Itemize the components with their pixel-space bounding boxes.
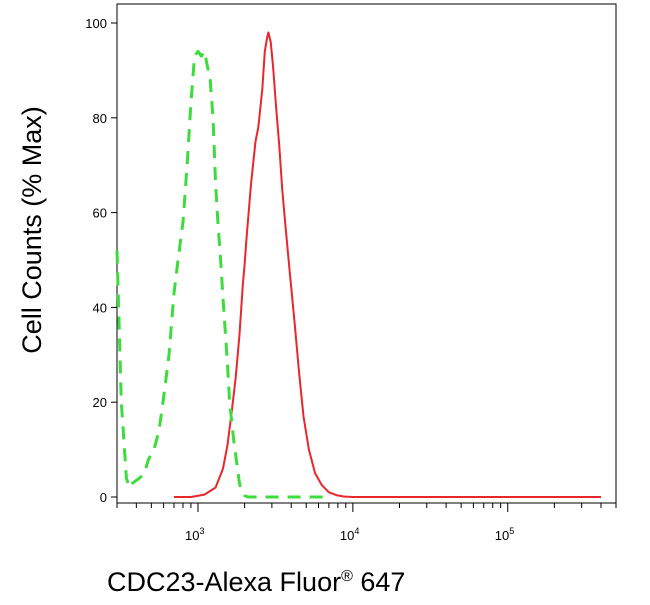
plot-frame xyxy=(116,3,617,504)
y-axis-title: Cell Counts (% Max) xyxy=(17,106,47,354)
y-tick-label: 100 xyxy=(85,16,107,31)
x-axis-title-superscript: ® xyxy=(341,568,353,585)
x-tick-label-base: 10 xyxy=(185,528,199,543)
y-tick-label: 60 xyxy=(93,206,107,221)
x-tick-label-exponent: 4 xyxy=(354,526,359,536)
y-tick-label: 0 xyxy=(100,490,107,505)
x-tick-label-exponent: 5 xyxy=(509,526,514,536)
y-tick-label: 80 xyxy=(93,111,107,126)
dashed-series-line xyxy=(115,49,329,499)
x-axis-title: CDC23-Alexa Fluor® 647 xyxy=(107,567,405,597)
x-tick-label-exponent: 3 xyxy=(199,526,204,536)
x-axis: 103 104 105 xyxy=(116,503,617,543)
series-layer xyxy=(115,31,601,499)
x-axis-title-suffix: 647 xyxy=(353,567,406,597)
x-tick-label: 105 xyxy=(495,526,514,543)
solid-series-line xyxy=(174,31,601,498)
x-tick-label: 103 xyxy=(185,526,204,543)
y-tick-label: 40 xyxy=(93,300,107,315)
x-tick-label-base: 10 xyxy=(495,528,509,543)
y-axis: 0 20 40 60 80 100 xyxy=(85,16,117,505)
x-tick-label-base: 10 xyxy=(340,528,354,543)
x-tick-label: 104 xyxy=(340,526,359,543)
y-tick-label: 20 xyxy=(93,395,107,410)
x-axis-title-prefix: CDC23-Alexa Fluor xyxy=(107,567,341,597)
